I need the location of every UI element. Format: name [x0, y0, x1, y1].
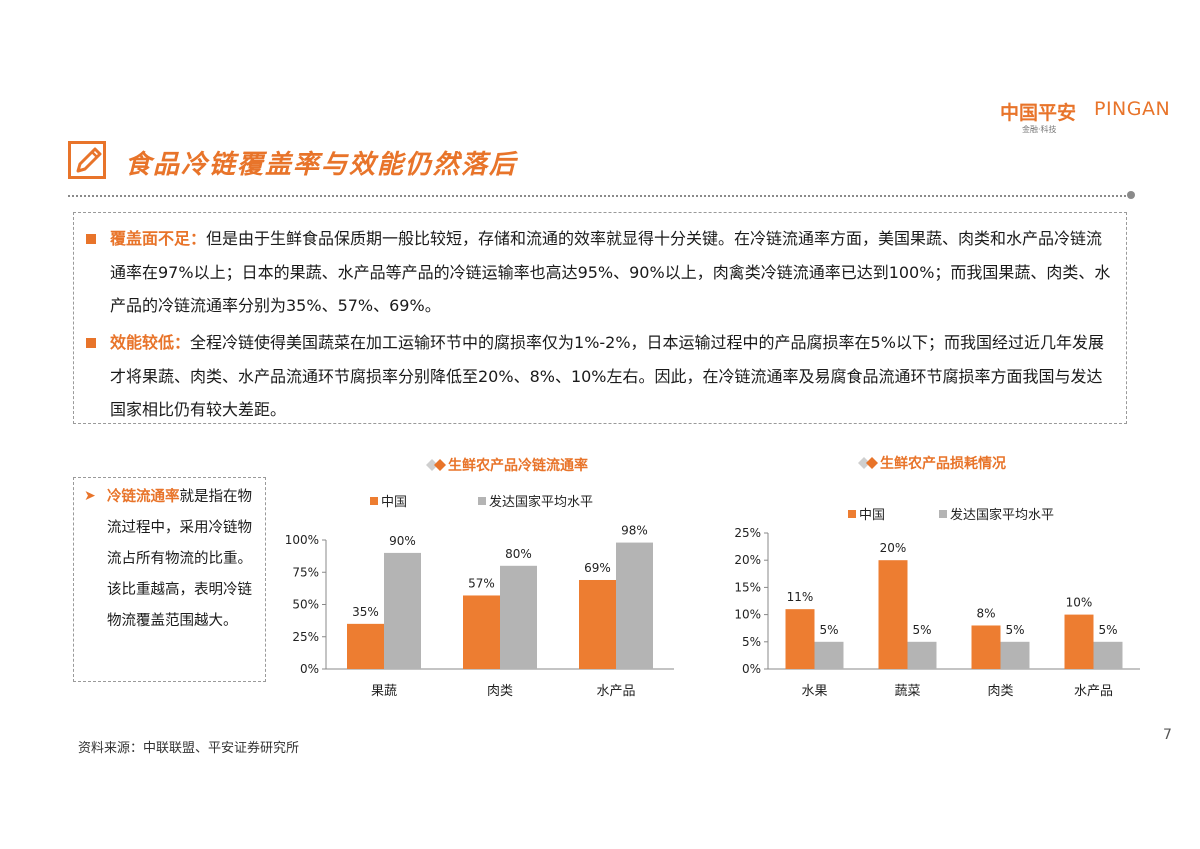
data-label: 11% [787, 590, 814, 604]
bar [878, 560, 908, 669]
legend-swatch [939, 510, 947, 518]
x-tick-label: 肉类 [987, 684, 1013, 699]
data-label: 90% [389, 534, 416, 548]
data-label: 5% [1098, 623, 1117, 637]
data-label: 80% [505, 547, 532, 561]
bullet-efficiency-keyword: 效能较低： [110, 333, 191, 352]
data-label: 69% [584, 561, 611, 575]
y-tick-label: 5% [742, 635, 761, 649]
bar [616, 542, 653, 669]
data-label: 8% [976, 606, 995, 620]
y-tick-label: 0% [742, 662, 761, 676]
data-label: 57% [468, 576, 495, 590]
bullet-efficiency: 效能较低：全程冷链使得美国蔬菜在加工运输环节中的腐损率仅为1%-2%，日本运输过… [82, 326, 1114, 427]
x-tick-label: 蔬菜 [894, 684, 920, 699]
bar [1093, 641, 1123, 669]
data-label: 35% [352, 605, 379, 619]
bullet-coverage-text: 但是由于生鲜食品保质期一般比较短，存储和流通的效率就显得十分关键。在冷链流通率方… [110, 229, 1111, 315]
title-diamond-gray-icon [858, 457, 870, 469]
y-tick-label: 75% [292, 565, 319, 579]
bar [384, 552, 421, 669]
legend-swatch [848, 510, 856, 518]
y-tick-label: 25% [734, 526, 761, 540]
legend-label: 中国 [859, 508, 885, 523]
data-label: 98% [621, 524, 648, 538]
page-number: 7 [1163, 727, 1172, 743]
y-tick-label: 0% [300, 662, 319, 676]
data-label: 10% [1066, 596, 1093, 610]
title-divider [68, 195, 1126, 197]
legend-label: 发达国家平均水平 [489, 494, 593, 510]
title-divider-dot [1127, 191, 1135, 199]
bar [579, 579, 616, 669]
title-diamond-orange-icon [434, 459, 446, 471]
bar [347, 623, 384, 669]
title-diamond-gray-icon [426, 459, 438, 471]
data-label: 5% [1005, 623, 1024, 637]
pencil-icon [68, 141, 106, 179]
y-tick-label: 20% [734, 553, 761, 567]
legend-swatch [478, 497, 486, 505]
legend-label: 中国 [381, 495, 407, 510]
arrow-right-icon: ➤ [84, 488, 96, 504]
bullet-coverage-keyword: 覆盖面不足： [110, 229, 207, 248]
summary-box: 覆盖面不足：但是由于生鲜食品保质期一般比较短，存储和流通的效率就显得十分关键。在… [73, 212, 1127, 424]
x-tick-label: 肉类 [487, 684, 513, 699]
page-title: 食品冷链覆盖率与效能仍然落后 [125, 150, 518, 180]
y-tick-label: 25% [292, 630, 319, 644]
data-label: 20% [880, 541, 907, 555]
y-tick-label: 100% [285, 533, 319, 547]
x-tick-label: 果蔬 [371, 684, 397, 699]
definition-keyword: 冷链流通率 [107, 488, 180, 505]
chart-title: 生鲜农产品损耗情况 [880, 455, 1006, 472]
x-tick-label: 水果 [801, 684, 827, 699]
logo-en: PINGAN [1094, 98, 1171, 120]
pingan-logo: 中国平安 PINGAN 金融·科技 [1000, 98, 1190, 138]
bar [814, 641, 844, 669]
bar [500, 565, 537, 669]
data-label: 5% [912, 623, 931, 637]
x-tick-label: 水产品 [596, 684, 635, 699]
legend-label: 发达国家平均水平 [950, 507, 1054, 523]
bullet-square-icon [86, 338, 96, 348]
legend-swatch [370, 497, 378, 505]
bullet-coverage: 覆盖面不足：但是由于生鲜食品保质期一般比较短，存储和流通的效率就显得十分关键。在… [82, 222, 1114, 323]
bar [463, 595, 500, 669]
y-tick-label: 50% [292, 598, 319, 612]
logo-cn: 中国平安 [1000, 102, 1077, 124]
y-tick-label: 10% [734, 608, 761, 622]
data-label: 5% [819, 623, 838, 637]
title-diamond-orange-icon [866, 457, 878, 469]
logo-sub: 金融·科技 [1022, 125, 1057, 134]
source-note: 资料来源：中联联盟、平安证券研究所 [78, 741, 300, 756]
y-tick-label: 15% [734, 580, 761, 594]
bar [1064, 614, 1094, 669]
x-tick-label: 水产品 [1074, 684, 1113, 699]
bar [785, 609, 815, 669]
definition-text: 就是指在物流过程中，采用冷链物流占所有物流的比重。该比重越高，表明冷链物流覆盖范… [107, 489, 252, 629]
bullet-efficiency-text: 全程冷链使得美国蔬菜在加工运输环节中的腐损率仅为1%-2%，日本运输过程中的产品… [110, 333, 1104, 419]
bar [1000, 641, 1030, 669]
definition-box: ➤ 冷链流通率就是指在物流过程中，采用冷链物流占所有物流的比重。该比重越高，表明… [73, 477, 266, 682]
bullet-square-icon [86, 234, 96, 244]
bar [971, 625, 1001, 669]
chart-title: 生鲜农产品冷链流通率 [448, 457, 588, 474]
bar [907, 641, 937, 669]
